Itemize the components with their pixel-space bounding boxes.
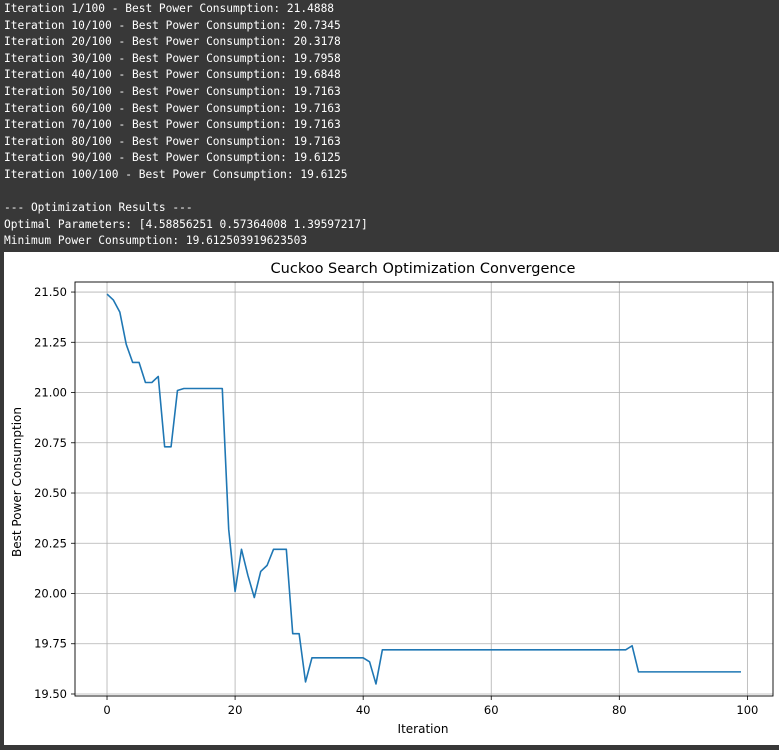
console-line: Optimal Parameters: [4.58856251 0.573640… (4, 217, 368, 231)
y-tick-label: 20.25 (34, 536, 67, 550)
y-tick-label: 21.00 (34, 386, 67, 400)
y-tick-label: 20.00 (34, 587, 67, 601)
plot-area: Cuckoo Search Optimization Convergence 0… (0, 252, 779, 745)
console-line: Iteration 90/100 - Best Power Consumptio… (4, 151, 341, 165)
console-line: Iteration 50/100 - Best Power Consumptio… (4, 84, 341, 98)
console-line: Iteration 100/100 - Best Power Consumpti… (4, 167, 348, 181)
y-axis-ticks: 19.50 19.75 20.00 20.25 20.50 20.75 21.00 21.25… (34, 285, 75, 701)
x-tick-label: 80 (612, 703, 627, 717)
y-tick-label: 20.50 (34, 486, 67, 500)
y-tick-label: 21.50 (34, 285, 67, 299)
console-line: Minimum Power Consumption: 19.6125039196… (4, 234, 308, 248)
y-tick-label: 21.25 (34, 335, 67, 349)
y-tick-label: 20.75 (34, 436, 67, 450)
console-line: Iteration 30/100 - Best Power Consumptio… (4, 51, 341, 65)
x-tick-label: 60 (484, 703, 499, 717)
y-axis-label: Best Power Consumption (10, 407, 24, 557)
x-axis-label: Iteration (398, 722, 449, 736)
console-line: --- Optimization Results --- (4, 201, 193, 215)
x-axis-ticks: 0 20 40 60 80 100 (103, 696, 758, 717)
chart-title: Cuckoo Search Optimization Convergence (271, 261, 576, 277)
axes-frame (74, 281, 774, 697)
console-line (4, 184, 779, 201)
y-tick-label: 19.75 (34, 637, 67, 651)
x-tick-label: 100 (736, 703, 758, 717)
console-line: Iteration 20/100 - Best Power Consumptio… (4, 35, 341, 49)
series-line (106, 293, 741, 685)
console-line: Iteration 40/100 - Best Power Consumptio… (4, 68, 341, 82)
grid-lines (75, 282, 773, 696)
console-line: Iteration 1/100 - Best Power Consumption… (4, 2, 335, 15)
y-tick-label: 19.50 (34, 687, 67, 701)
convergence-chart: Cuckoo Search Optimization Convergence 0… (10, 261, 774, 736)
x-tick-label: 40 (356, 703, 371, 717)
x-tick-label: 20 (228, 703, 243, 717)
x-tick-label: 0 (103, 703, 110, 717)
cell-border (0, 252, 4, 745)
console-line: Iteration 60/100 - Best Power Consumptio… (4, 101, 341, 115)
console-line: Iteration 80/100 - Best Power Consumptio… (4, 134, 341, 148)
console-line: Iteration 70/100 - Best Power Consumptio… (4, 118, 341, 132)
console-line: Iteration 10/100 - Best Power Consumptio… (4, 18, 341, 32)
console-output: Iteration 1/100 - Best Power Consumption… (0, 0, 779, 252)
